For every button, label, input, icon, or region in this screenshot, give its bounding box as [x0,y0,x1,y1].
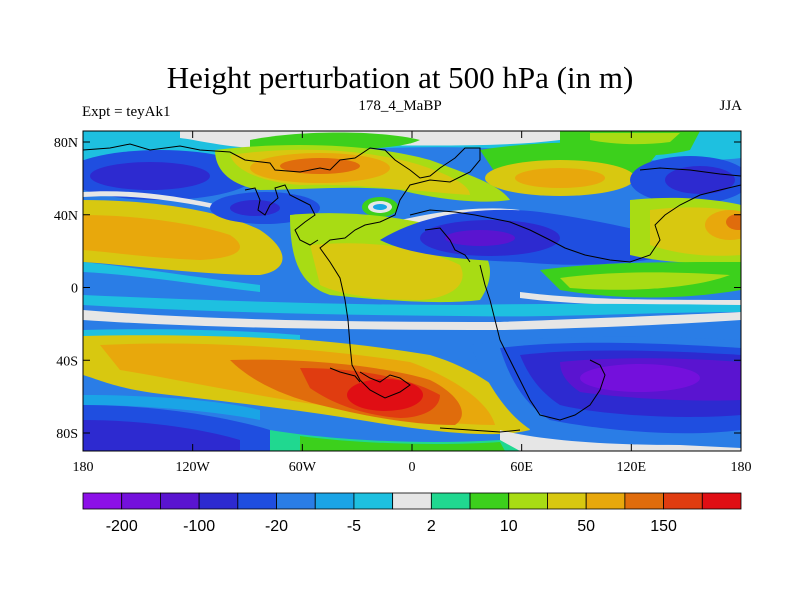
x-tick-label: 180 [731,460,752,475]
colorbar-label: -5 [347,518,361,535]
x-tick-label: 60W [289,460,317,475]
colorbar-label: -100 [183,518,215,535]
colorbar: -200 -100 -20 -5 2 10 50 150 [82,492,742,535]
colorbar-swatch [82,492,123,510]
x-axis: 180 120W 60W 0 60E 120E 180 [73,131,752,475]
colorbar-swatch [547,492,587,510]
colorbar-swatch [624,492,664,510]
colorbar-swatch [701,492,742,510]
colorbar-label: -20 [265,518,288,535]
y-axis: 80N 40N 0 40S 80S [54,136,741,442]
colorbar-swatch [121,492,161,510]
contour-field [83,131,741,451]
colorbar-swatch [430,492,471,510]
colorbar-swatch [663,492,703,510]
colorbar-label: 2 [427,518,436,535]
case-label: 178_4_MaBP [358,98,442,114]
colorbar-swatch [237,492,277,510]
x-tick-label: 60E [510,460,533,475]
colorbar-label: 50 [577,518,595,535]
colorbar-swatch [469,492,510,510]
season-label: JJA [719,98,742,114]
colorbar-label: -200 [106,518,138,535]
chart-title: Height perturbation at 500 hPa (in m) [166,60,634,95]
experiment-label: Expt = teyAk1 [82,104,171,120]
colorbar-swatch [585,492,626,510]
y-tick-label: 80S [56,427,78,442]
x-tick-label: 120W [176,460,211,475]
colorbar-label: 10 [500,518,518,535]
y-tick-label: 80N [54,136,78,151]
x-tick-label: 0 [409,460,416,475]
coastlines [83,143,741,433]
x-tick-label: 120E [617,460,647,475]
colorbar-swatch [276,492,316,510]
colorbar-swatch [160,492,200,510]
colorbar-swatch [353,492,394,510]
y-tick-label: 40S [56,354,78,369]
x-tick-label: 180 [73,460,94,475]
colorbar-label: 150 [650,518,677,535]
colorbar-swatch [508,492,548,510]
colorbar-swatch [314,492,355,510]
colorbar-swatch [198,492,239,510]
y-tick-label: 40N [54,209,78,224]
colorbar-swatch [392,492,432,510]
y-tick-label: 0 [71,282,78,297]
